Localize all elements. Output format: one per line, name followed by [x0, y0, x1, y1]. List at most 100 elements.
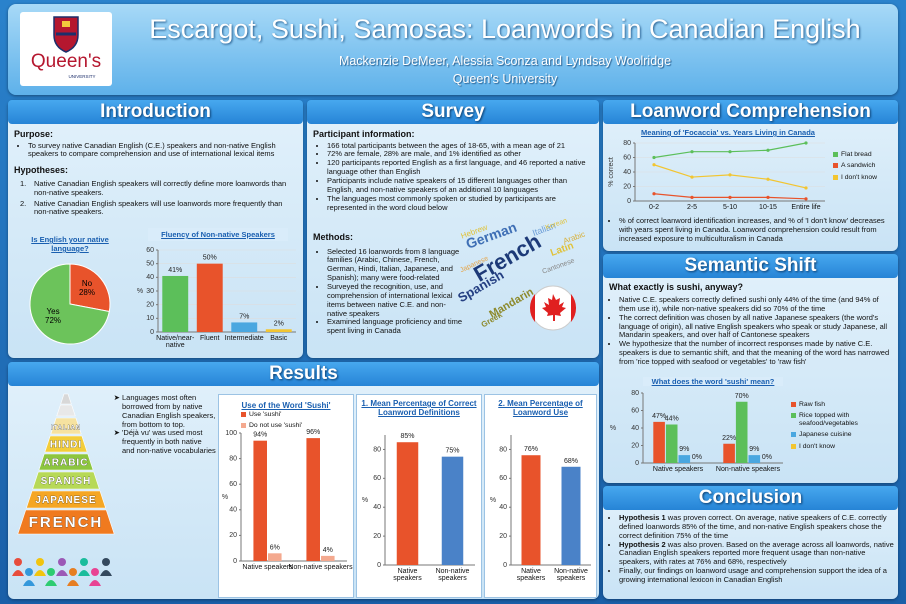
- bullet-item: The languages most commonly spoken or st…: [327, 194, 593, 213]
- legend-swatch: [791, 432, 796, 438]
- text: Finally, our findings on loanword usage …: [619, 566, 887, 584]
- person-icon: [102, 558, 110, 566]
- affiliation: Queen's University: [452, 72, 558, 86]
- slice-label: No: [82, 279, 93, 288]
- y-tick-label: 60: [623, 154, 631, 161]
- y-tick-label: 60: [146, 247, 154, 254]
- y-tick-label: 40: [373, 504, 381, 511]
- bullet-item: Native C.E. speakers correctly defined s…: [619, 295, 895, 314]
- points-list: Native C.E. speakers correctly defined s…: [605, 295, 895, 367]
- person-icon: [91, 568, 99, 576]
- bar: [396, 442, 419, 565]
- chart-svg: 0 20 40 60 80 100% 94% 96% 6% 4%: [222, 429, 347, 565]
- bullet-item: The correct definition was chosen by all…: [619, 313, 895, 341]
- results-panel: Results ITALIAN HINDI ARABIC SPANISH JAPANES…: [8, 362, 599, 599]
- x-tick-label: Non-native speakers: [554, 568, 588, 583]
- point: [766, 195, 770, 199]
- notes-list: Languages most often borrowed from by na…: [108, 393, 216, 456]
- y-tick-label: 40: [631, 425, 639, 432]
- value-label: 76%: [524, 446, 538, 453]
- survey-info: Participant information: 166 total parti…: [313, 129, 593, 215]
- value-label: 4%: [323, 547, 333, 554]
- bar: [735, 401, 748, 463]
- bullet-item: 'Déjà vu' was used most frequently in bo…: [122, 429, 216, 456]
- value-label: 6%: [270, 544, 280, 551]
- pie-chart: No 28% Yes 72%: [12, 252, 130, 356]
- chart-svg: 0 20 40 60 80 % correct: [608, 140, 825, 205]
- y-axis-label: %: [490, 497, 496, 504]
- chart-svg: 0 10 20 30 40 50 60% 41% 50% 7% 2%: [137, 247, 296, 336]
- legend-item: A sandwich: [833, 162, 896, 169]
- value-label: 0%: [692, 454, 702, 461]
- bullet-item: Examined language proficiency and time s…: [327, 318, 463, 336]
- bar: [561, 466, 581, 565]
- pyramid-label: JAPANESE: [35, 495, 96, 506]
- value-label: 0%: [762, 454, 772, 461]
- y-tick-label: 80: [631, 390, 639, 397]
- chart-box: Use of the Word 'Sushi' 0 20 40 60 80 100% 94%…: [218, 394, 354, 598]
- chart-title: Fluency of Non-native Speakers: [148, 228, 288, 241]
- hypotheses-list: 1. Native Canadian English speakers will …: [14, 179, 297, 217]
- pyramid-label: HINDI: [50, 440, 82, 451]
- text: was proven correct. On average, native s…: [619, 513, 887, 540]
- legend-item: Do not use 'sushi': [241, 422, 302, 429]
- legend-label: Flat bread: [841, 151, 872, 158]
- pyramid-label: SPANISH: [41, 476, 92, 487]
- authors: Mackenzie DeMeer, Alessia Sconza and Lyn…: [338, 54, 672, 68]
- pie-slice: [69, 263, 111, 313]
- bar: [653, 421, 665, 463]
- x-tick-label: Native speakers: [516, 568, 546, 583]
- chart-title: 2. Mean Percentage of Loanword Use: [498, 399, 583, 417]
- legend-swatch: [791, 443, 796, 449]
- pyramid-layer: [60, 393, 72, 405]
- point: [690, 175, 694, 179]
- section-heading: Introduction: [8, 100, 303, 124]
- y-tick-label: 50: [146, 261, 154, 268]
- y-tick-label: 80: [623, 140, 631, 147]
- loanword-panel: Loanword Comprehension Meaning of 'Focac…: [603, 100, 898, 251]
- value-label: 68%: [564, 458, 578, 465]
- bar: [265, 329, 292, 332]
- bar-chart: 0 20 40 60 80 100% 94% 96% 6% 4% Native speakers No…: [219, 411, 353, 595]
- legend-item: I don't know: [833, 174, 896, 181]
- logo: Queen's UNIVERSITY: [20, 12, 112, 86]
- legend-swatch: [791, 413, 796, 419]
- pyramid-layer: [32, 471, 100, 490]
- person-icon: [56, 570, 68, 576]
- chart-box: 1. Mean Percentage of Correct Loanword D…: [356, 394, 482, 598]
- pyramid-label: ARABIC: [44, 458, 89, 469]
- person-icon: [14, 558, 22, 566]
- y-tick-label: 20: [229, 532, 237, 539]
- bar: [321, 555, 335, 561]
- hypothesis-text: Native Canadian English speakers will us…: [34, 198, 283, 217]
- text: was also proven. Based on the average ac…: [619, 539, 894, 567]
- introduction-panel: Introduction Purpose: To survey native C…: [8, 100, 303, 358]
- hypothesis-number: 2.: [20, 198, 27, 208]
- y-tick-label: 40: [623, 169, 631, 176]
- y-tick-label: 80: [373, 446, 381, 453]
- semantic-panel: Semantic Shift What exactly is sushi, an…: [603, 254, 898, 483]
- bullet-item: 120 participants reported English as a f…: [327, 158, 593, 177]
- bar: [748, 455, 761, 463]
- section-heading: Conclusion: [603, 486, 898, 510]
- legend-label: Rice topped with seafood/vegetables: [799, 412, 858, 427]
- bullet-item: 166 total participants between the ages …: [327, 141, 593, 151]
- notes: % of correct loanword identification inc…: [605, 215, 895, 247]
- value-label: 41%: [168, 267, 182, 274]
- lead: Hypothesis 1: [619, 513, 666, 522]
- value-label: 94%: [253, 432, 267, 439]
- y-axis-label: %: [362, 497, 368, 504]
- pyramid-layer: [17, 509, 115, 535]
- chart-title: Is English your native language?: [31, 235, 109, 253]
- point: [766, 148, 770, 152]
- y-tick-label: 40: [499, 504, 507, 511]
- point: [804, 197, 808, 201]
- bullet-item: 72% are female, 28% are male, and 1% ide…: [327, 150, 593, 159]
- y-tick-label: 20: [499, 533, 507, 540]
- person-icon: [67, 580, 79, 586]
- x-tick-label: Native/near-native: [156, 335, 195, 350]
- bar: [441, 456, 464, 565]
- legend-swatch: [241, 423, 246, 429]
- y-tick-label: 10: [146, 315, 154, 322]
- y-tick-label: 0: [150, 329, 154, 336]
